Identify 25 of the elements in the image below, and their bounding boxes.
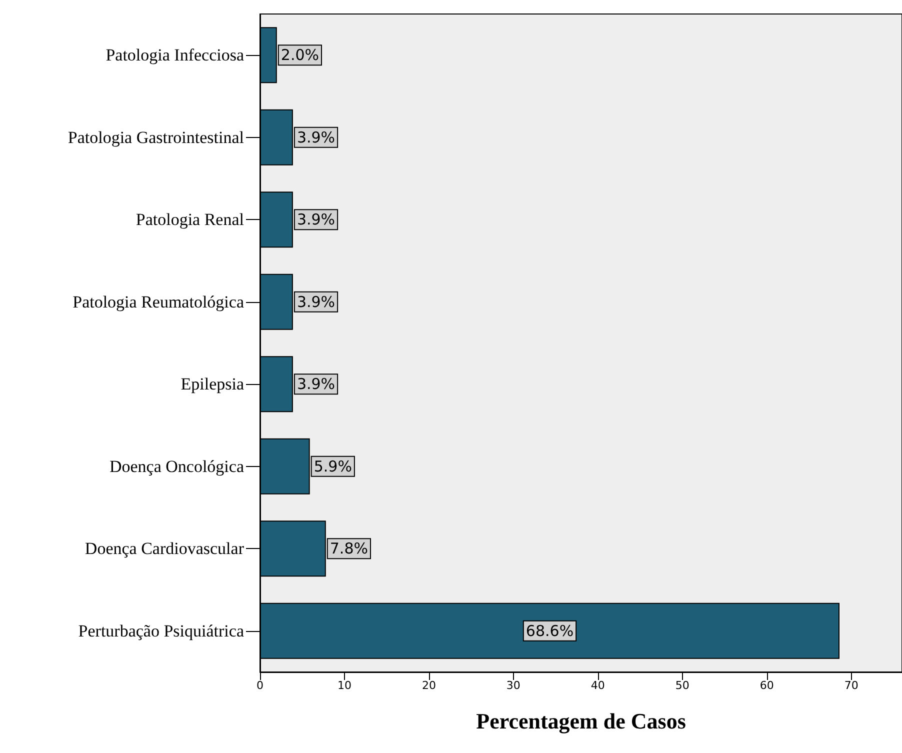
x-tick-label: 0 <box>256 679 264 692</box>
y-tick-label: Perturbação Psiquiátrica <box>78 621 244 640</box>
y-tick-label: Patologia Infecciosa <box>106 46 244 65</box>
y-tick-label: Patologia Reumatológica <box>72 292 244 312</box>
data-label: 3.9% <box>296 375 336 394</box>
x-tick-label: 10 <box>337 679 352 692</box>
y-tick-label: Doença Cardiovascular <box>84 539 244 558</box>
data-label: 68.6% <box>526 622 574 640</box>
y-tick-label: Patologia Renal <box>136 210 244 230</box>
x-tick-label: 50 <box>675 679 690 692</box>
y-tick-label: Epilepsia <box>180 374 244 394</box>
data-label: 3.9% <box>296 210 336 229</box>
data-label: 7.8% <box>330 540 368 558</box>
data-label: 3.9% <box>296 292 336 311</box>
y-tick-label: Patologia Gastrointestinal <box>68 128 244 147</box>
x-tick-label: 60 <box>760 679 774 692</box>
x-tick-label: 20 <box>422 679 436 692</box>
data-label: 5.9% <box>314 457 352 476</box>
data-label: 3.9% <box>296 128 336 146</box>
x-tick-label: 70 <box>844 679 858 692</box>
data-label: 2.0% <box>280 46 320 64</box>
x-tick-label: 40 <box>590 679 605 692</box>
x-axis-title: Percentagem de Casos <box>476 708 686 734</box>
x-tick-label: 30 <box>506 679 520 692</box>
y-tick-label: Doença Oncológica <box>109 456 244 476</box>
